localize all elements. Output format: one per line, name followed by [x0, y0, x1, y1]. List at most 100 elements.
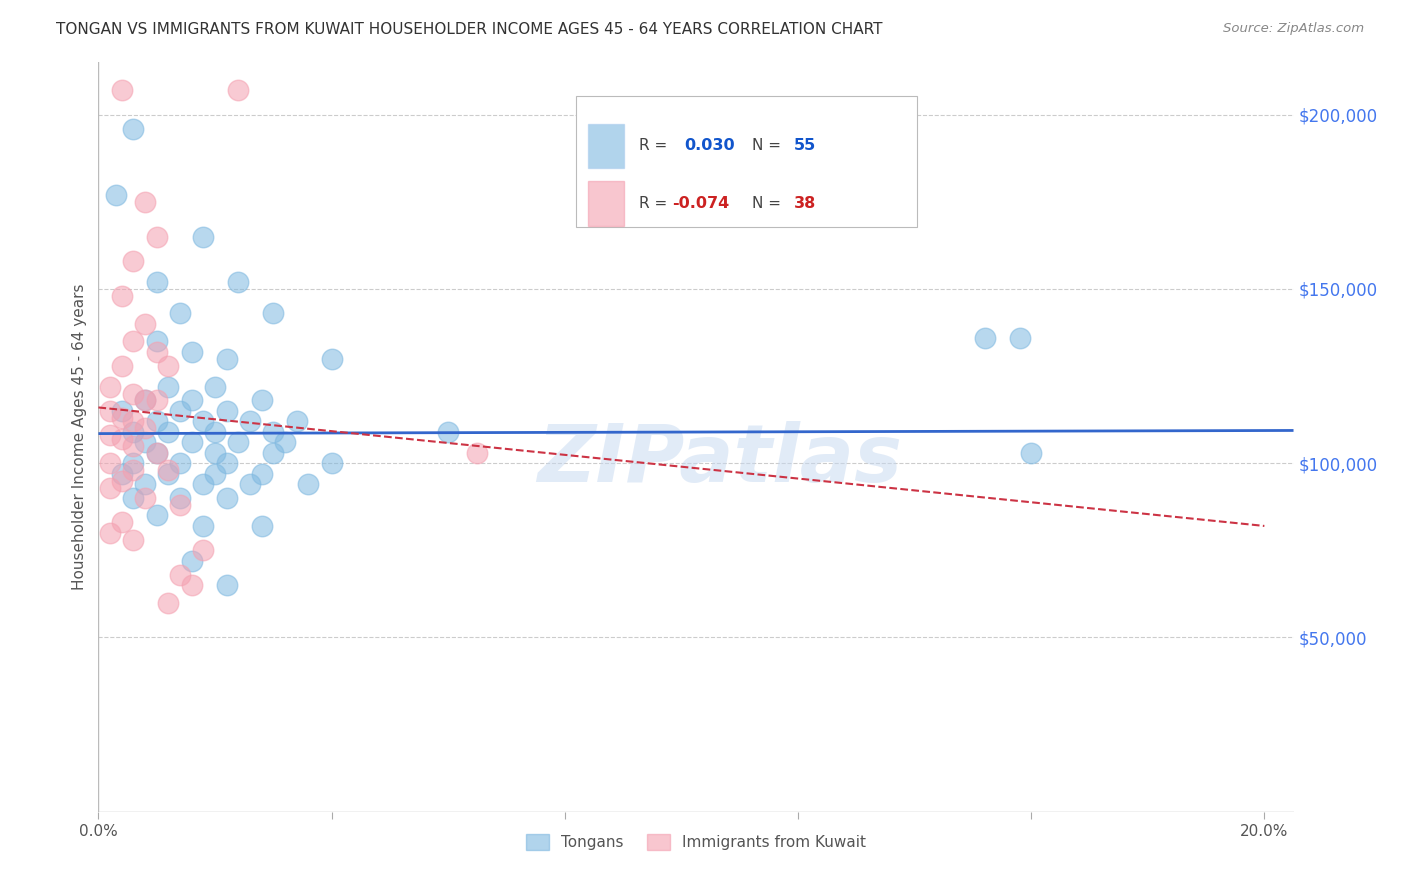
Point — [297, 477, 319, 491]
Point — [228, 275, 250, 289]
Point — [169, 306, 191, 320]
Point — [122, 121, 145, 136]
Point — [122, 456, 145, 470]
Point — [122, 463, 145, 477]
Point — [321, 456, 343, 470]
Point — [193, 543, 215, 558]
Point — [145, 446, 167, 460]
Point — [111, 432, 134, 446]
Point — [215, 456, 238, 470]
Text: -0.074: -0.074 — [672, 196, 730, 211]
Text: 55: 55 — [794, 138, 817, 153]
Point — [180, 578, 202, 592]
FancyBboxPatch shape — [589, 123, 624, 169]
Point — [122, 386, 145, 401]
Point — [145, 446, 167, 460]
FancyBboxPatch shape — [589, 181, 624, 227]
Point — [215, 578, 238, 592]
Point — [180, 554, 202, 568]
Point — [122, 439, 145, 453]
Text: TONGAN VS IMMIGRANTS FROM KUWAIT HOUSEHOLDER INCOME AGES 45 - 64 YEARS CORRELATI: TONGAN VS IMMIGRANTS FROM KUWAIT HOUSEHO… — [56, 22, 883, 37]
Point — [169, 567, 191, 582]
Point — [98, 525, 121, 540]
Point — [215, 351, 238, 366]
Point — [145, 229, 167, 244]
Point — [467, 446, 489, 460]
Point — [204, 425, 226, 439]
Point — [1019, 446, 1042, 460]
Text: R =: R = — [638, 138, 672, 153]
Point — [215, 491, 238, 505]
Point — [122, 334, 145, 349]
Point — [98, 481, 121, 495]
Point — [157, 467, 180, 481]
Point — [1008, 331, 1031, 345]
Point — [250, 519, 273, 533]
Point — [262, 446, 284, 460]
Point — [274, 435, 297, 450]
Point — [180, 393, 202, 408]
Point — [111, 411, 134, 425]
Point — [157, 359, 180, 373]
Point — [98, 379, 121, 393]
Point — [145, 508, 167, 523]
Point — [215, 404, 238, 418]
Point — [122, 491, 145, 505]
Point — [157, 379, 180, 393]
Point — [973, 331, 995, 345]
Point — [285, 414, 308, 428]
Point — [239, 477, 262, 491]
Point — [111, 359, 134, 373]
Point — [169, 404, 191, 418]
Point — [134, 194, 156, 209]
Point — [204, 467, 226, 481]
Point — [145, 344, 167, 359]
Legend: Tongans, Immigrants from Kuwait: Tongans, Immigrants from Kuwait — [520, 829, 872, 856]
Point — [122, 414, 145, 428]
Point — [111, 467, 134, 481]
Point — [169, 456, 191, 470]
Point — [169, 491, 191, 505]
Point — [193, 477, 215, 491]
Point — [228, 83, 250, 97]
Point — [250, 393, 273, 408]
Point — [134, 435, 156, 450]
FancyBboxPatch shape — [576, 96, 917, 227]
Point — [180, 344, 202, 359]
Point — [145, 334, 167, 349]
Point — [98, 428, 121, 442]
Text: 0.030: 0.030 — [685, 138, 735, 153]
Point — [157, 596, 180, 610]
Point — [145, 414, 167, 428]
Point — [98, 456, 121, 470]
Point — [111, 516, 134, 530]
Point — [134, 421, 156, 435]
Point — [157, 425, 180, 439]
Point — [134, 477, 156, 491]
Text: 38: 38 — [794, 196, 817, 211]
Point — [262, 425, 284, 439]
Text: ZIPatlas: ZIPatlas — [537, 420, 903, 499]
Text: R =: R = — [638, 196, 672, 211]
Point — [262, 306, 284, 320]
Point — [204, 446, 226, 460]
Point — [145, 393, 167, 408]
Point — [437, 425, 460, 439]
Point — [180, 435, 202, 450]
Point — [193, 519, 215, 533]
Point — [204, 379, 226, 393]
Point — [122, 425, 145, 439]
Text: Source: ZipAtlas.com: Source: ZipAtlas.com — [1223, 22, 1364, 36]
Point — [122, 533, 145, 547]
Point — [98, 404, 121, 418]
Point — [250, 467, 273, 481]
Point — [193, 414, 215, 428]
Point — [239, 414, 262, 428]
Point — [111, 474, 134, 488]
Text: N =: N = — [752, 196, 786, 211]
Point — [111, 289, 134, 303]
Point — [122, 254, 145, 268]
Point — [193, 229, 215, 244]
Point — [228, 435, 250, 450]
Point — [134, 393, 156, 408]
